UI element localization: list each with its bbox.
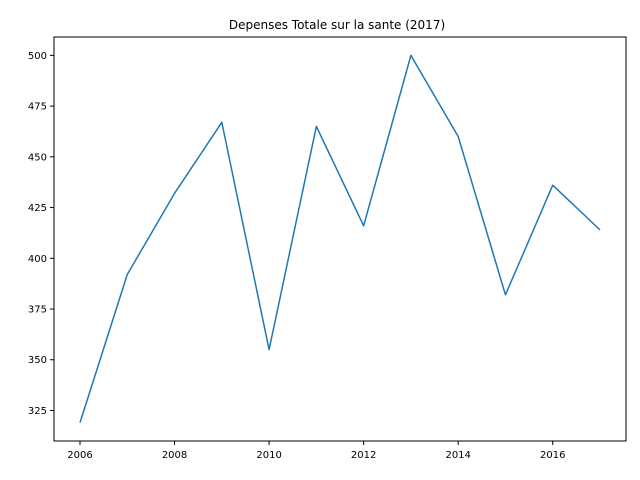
x-tick-label: 2016 xyxy=(540,450,565,461)
y-tick-label: 425 xyxy=(28,203,47,214)
x-tick-label: 2012 xyxy=(351,450,376,461)
y-tick-label: 475 xyxy=(28,102,47,113)
axes-frame xyxy=(53,36,627,442)
y-tick-label: 450 xyxy=(28,152,47,163)
y-tick-label: 350 xyxy=(28,355,47,366)
x-tick-label: 2014 xyxy=(445,450,470,461)
y-tick-label: 500 xyxy=(28,51,47,62)
y-tick-label: 400 xyxy=(28,254,47,265)
plot-area: 2006 2008 2010 2012 2014 2016 325 350 375 400 425 4… xyxy=(28,36,627,461)
x-tick-label: 2006 xyxy=(67,450,92,461)
x-tick-label: 2008 xyxy=(162,450,187,461)
x-tick-label: 2010 xyxy=(256,450,281,461)
series-line xyxy=(79,54,601,423)
chart-title: Depenses Totale sur la sante (2017) xyxy=(229,18,445,32)
y-tick-label: 375 xyxy=(28,305,47,316)
y-tick-label: 325 xyxy=(28,406,47,417)
